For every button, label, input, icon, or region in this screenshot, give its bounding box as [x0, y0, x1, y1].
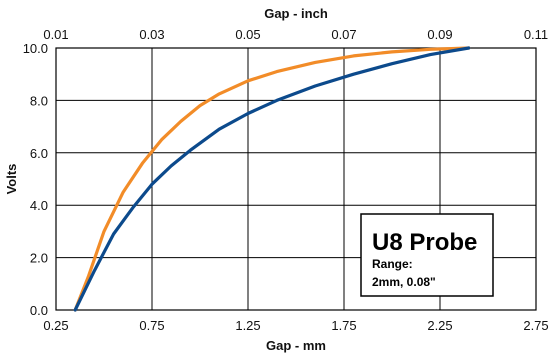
x-tick-label: 2.75 — [523, 318, 548, 333]
x2-tick-label: 0.05 — [235, 27, 260, 42]
annotation-box: U8 Probe Range: 2mm, 0.08" — [360, 213, 494, 297]
bottom-axis-title: Gap - mm — [266, 338, 326, 353]
y-tick-label: 8.0 — [30, 93, 48, 108]
x2-tick-label: 0.07 — [331, 27, 356, 42]
annotation-range-label: Range: — [372, 257, 413, 271]
top-axis-title: Gap - inch — [264, 6, 328, 21]
y-tick-label: 2.0 — [30, 251, 48, 266]
y-tick-label: 6.0 — [30, 146, 48, 161]
annotation-frame — [360, 213, 494, 297]
plot-frame — [55, 47, 537, 311]
x2-tick-label: 0.03 — [139, 27, 164, 42]
series-line-blue — [73, 46, 471, 312]
y-tick-label: 4.0 — [30, 198, 48, 213]
x-tick-label: 0.25 — [43, 318, 68, 333]
series-line-orange — [73, 46, 471, 312]
x2-tick-label: 0.01 — [43, 27, 68, 42]
series-lines — [73, 46, 471, 312]
y-tick-label: 10.0 — [23, 41, 48, 56]
x2-tick-label: 0.09 — [427, 27, 452, 42]
x-tick-label: 1.75 — [331, 318, 356, 333]
annotation-range-value: 2mm, 0.08" — [372, 275, 436, 289]
x-tick-label: 2.25 — [427, 318, 452, 333]
x-tick-label: 1.25 — [235, 318, 260, 333]
x-tick-label: 0.75 — [139, 318, 164, 333]
x2-tick-label: 0.11 — [524, 27, 548, 42]
annotation-title: U8 Probe — [372, 229, 477, 256]
y-axis-title: Volts — [4, 164, 19, 195]
y-tick-label: 0.0 — [30, 303, 48, 318]
tick-labels: 0.25 0.75 1.25 1.75 2.25 2.75 0.01 0.03 0.05 0.07… — [23, 27, 549, 333]
